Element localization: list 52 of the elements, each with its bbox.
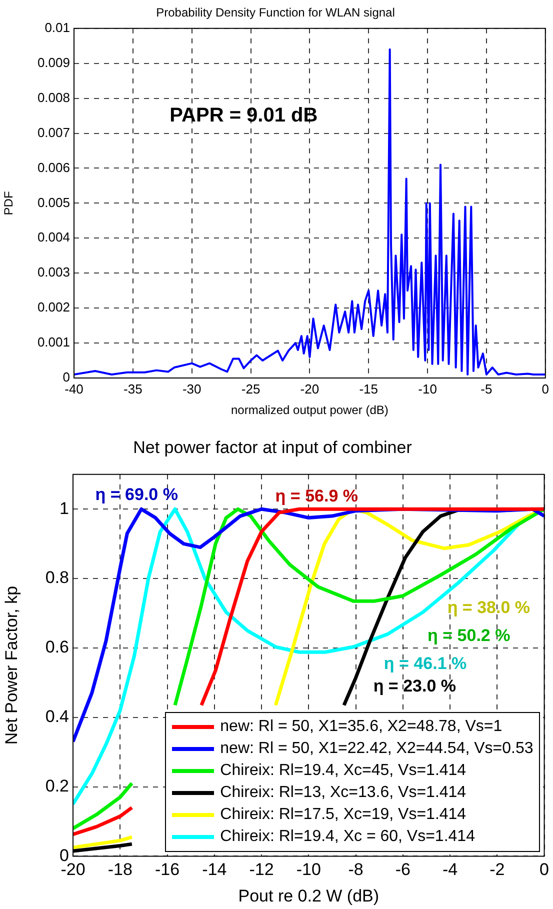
y-tick-label: 0.006 (37, 160, 70, 175)
y-tick-label: 1 (60, 498, 69, 518)
x-tick-label: -30 (182, 381, 202, 396)
y-tick-label: 0.001 (37, 334, 70, 350)
annotation: η = 23.0 % (373, 676, 456, 696)
annotation: η = 69.0 % (95, 485, 178, 504)
x-tick-label: -2 (490, 860, 505, 880)
x-tick-label: -10 (418, 381, 437, 396)
x-tick-label: -12 (249, 860, 274, 880)
x-tick-label: -10 (296, 860, 321, 880)
y-tick-label: 0.005 (37, 194, 70, 210)
x-tick-label: -6 (395, 860, 410, 880)
y-tick-label: 0.008 (37, 90, 70, 105)
x-tick-label: -4 (442, 860, 458, 880)
x-axis-title: Pout re 0.2 W (dB) (238, 886, 380, 906)
x-tick-label: 0 (542, 381, 549, 396)
y-tick-label: 0.8 (45, 568, 69, 588)
y-tick-label: 0.2 (45, 776, 69, 796)
x-tick-label: -35 (124, 381, 142, 396)
y-tick-label: 0.007 (37, 124, 70, 140)
x-tick-label: -16 (154, 860, 180, 880)
x-tick-label: -25 (241, 381, 260, 396)
legend-label: Chireix: Rl=19.4, Xc=45, Vs=1.414 (220, 761, 466, 782)
annotation: η = 50.2 % (428, 626, 510, 645)
x-tick-label: -18 (108, 860, 132, 880)
annotation: η = 46.1 % (384, 654, 467, 673)
annotation: η = 56.9 % (275, 486, 358, 506)
y-tick-label: 0.01 (44, 20, 70, 35)
legend-label: Chireix: Rl=13, Xc=13.6, Vs=1.414 (220, 783, 466, 804)
y-axis-title: PDF (2, 191, 16, 216)
x-axis-title: normalized output power (dB) (230, 403, 388, 418)
legend-label: Chireix: Rl=19.4, Xc = 60, Vs=1.414 (220, 827, 475, 848)
x-tick-label: 0 (540, 860, 550, 880)
x-tick-label: -5 (480, 381, 492, 396)
legend-label: new: Rl = 50, X1=22.42, X2=44.54, Vs=0.53 (220, 739, 534, 760)
x-tick-label: -14 (202, 860, 227, 880)
y-tick-label: 0.002 (37, 300, 70, 315)
annotation: η = 38.0 % (447, 598, 530, 618)
y-tick-label: 0.003 (37, 264, 70, 280)
annotation: PAPR = 9.01 dB (170, 104, 318, 126)
x-tick-label: -8 (348, 860, 364, 880)
y-axis-title: Net Power Factor, kp (2, 586, 21, 745)
chart-title: Net power factor at input of combiner (133, 438, 412, 457)
y-tick-label: 0.009 (37, 54, 70, 70)
y-tick-label: 0.004 (37, 230, 70, 245)
x-tick-label: -20 (300, 381, 320, 396)
y-tick-label: 0.4 (45, 707, 69, 726)
y-tick-label: 0.6 (45, 638, 69, 657)
legend-label: new: Rl = 50, X1=35.6, X2=48.78, Vs=1 (220, 717, 502, 738)
legend-label: Chireix: Rl=17.5, Xc=19, Vs=1.414 (220, 805, 466, 826)
x-tick-label: -15 (359, 381, 378, 396)
chart-title: Probability Density Function for WLAN signal (156, 6, 395, 20)
